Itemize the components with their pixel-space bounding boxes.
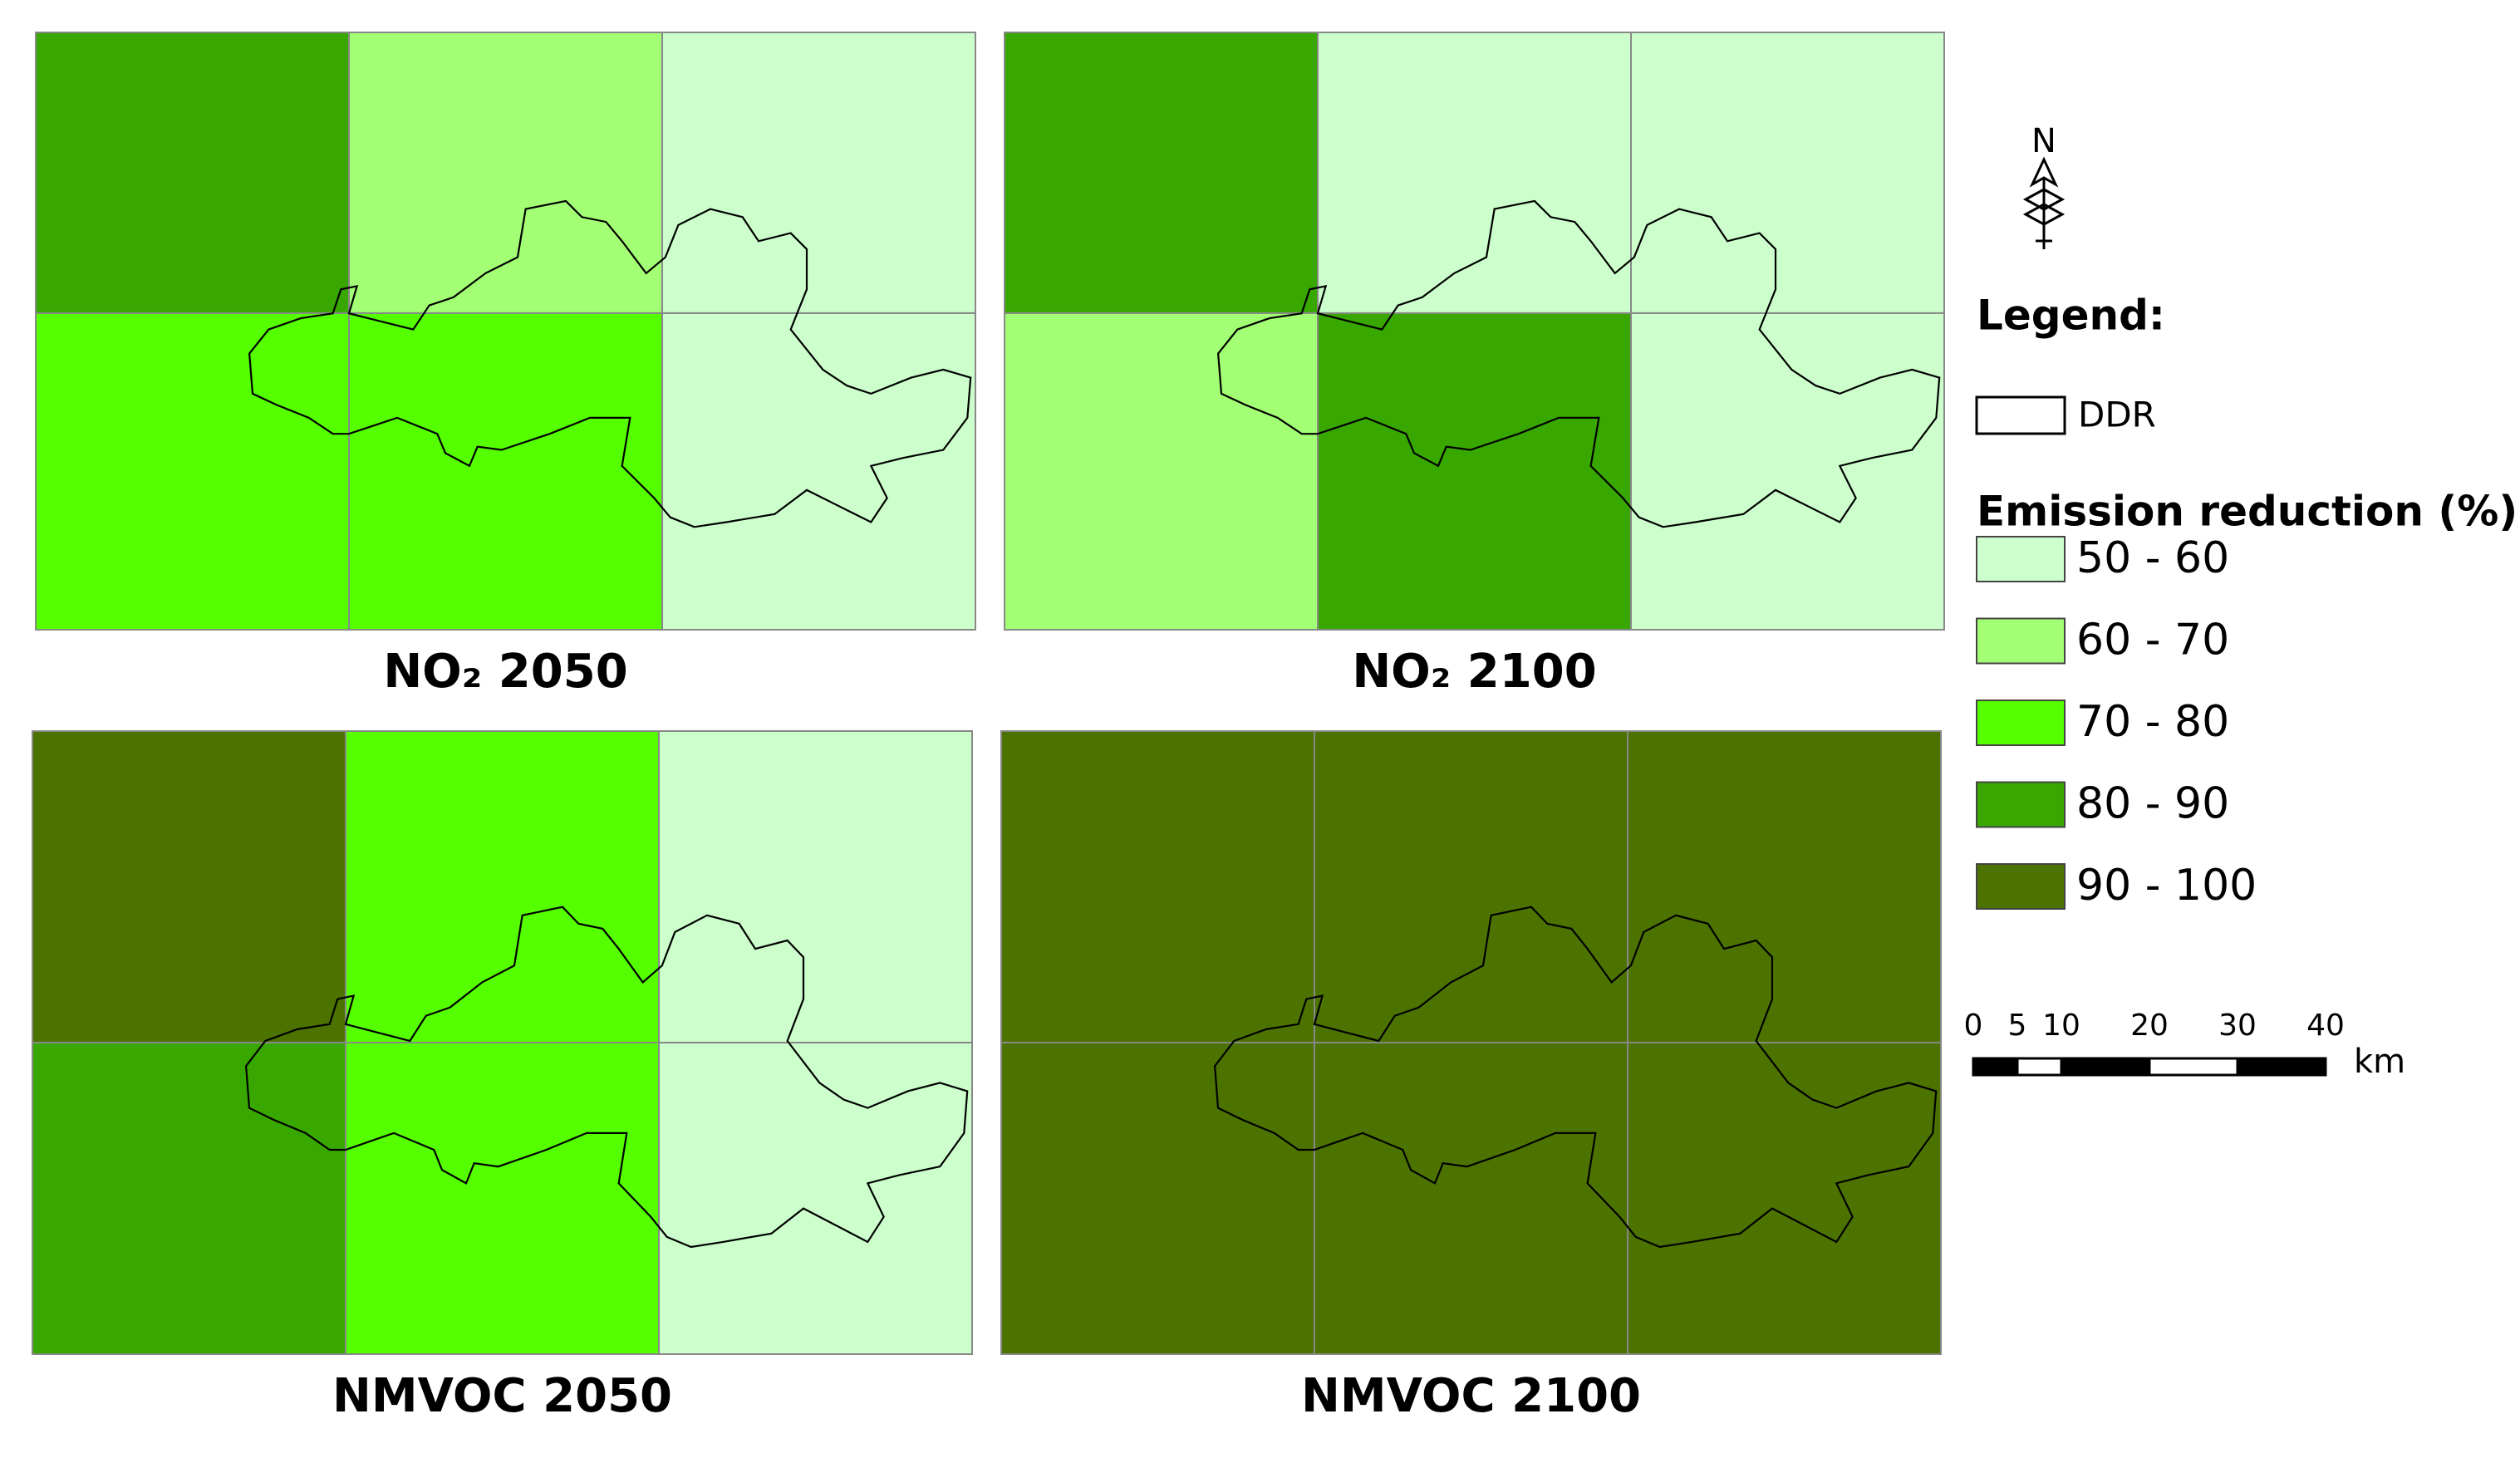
boundary-label: DDR bbox=[2078, 395, 2156, 435]
grid-cell bbox=[658, 730, 973, 1043]
class-swatch bbox=[1976, 617, 2066, 665]
grid-cell bbox=[32, 730, 346, 1043]
scale-tick-label: 5 bbox=[2008, 1009, 2027, 1043]
map-panel: NO₂ 2100 bbox=[1004, 32, 1945, 699]
grid-cell bbox=[1317, 32, 1632, 314]
grid-cell bbox=[1000, 730, 1315, 1043]
class-label: 70 - 80 bbox=[2076, 697, 2229, 747]
map-panel: NMVOC 2050 bbox=[32, 730, 973, 1423]
scale-tick-label: 40 bbox=[2306, 1009, 2345, 1043]
grid-cell bbox=[35, 312, 350, 631]
class-label: 60 - 70 bbox=[2076, 616, 2229, 665]
panel-title: NO₂ 2050 bbox=[383, 645, 627, 699]
grid-cell bbox=[1314, 730, 1628, 1043]
scale-unit: km bbox=[2354, 1043, 2405, 1081]
scale-segment bbox=[2236, 1057, 2327, 1077]
legend: N Legend: DDR Emission reduction (%) 50 … bbox=[1975, 122, 2518, 911]
class-swatch bbox=[1976, 863, 2066, 910]
class-label: 50 - 60 bbox=[2076, 533, 2229, 583]
grid-cell bbox=[1627, 1042, 1942, 1355]
grid-cell bbox=[345, 730, 660, 1043]
scale-bar: 0 5 10 20 30 40 km bbox=[1964, 1009, 2406, 1081]
class-label: 80 - 90 bbox=[2076, 779, 2229, 829]
scale-segment bbox=[2060, 1057, 2151, 1077]
scale-tick-label: 10 bbox=[2042, 1009, 2080, 1043]
boundary-swatch bbox=[1975, 395, 2066, 435]
grid-cell bbox=[658, 1042, 973, 1355]
grid-cell bbox=[32, 1042, 346, 1355]
grid-cell bbox=[1000, 1042, 1315, 1355]
north-arrow: N bbox=[2022, 122, 2066, 249]
north-arrow-icon bbox=[2022, 156, 2066, 249]
grid-cell bbox=[348, 312, 663, 631]
scale-segment bbox=[1972, 1057, 2019, 1077]
class-swatch bbox=[1976, 536, 2066, 582]
map-panel: NO₂ 2050 bbox=[35, 32, 976, 699]
scale-segment bbox=[2016, 1057, 2063, 1077]
map-panels: NO₂ 2050 NO₂ 2100 NMVOC 2050 NMVOC 2100 bbox=[32, 32, 1945, 1423]
grid-cell bbox=[348, 32, 663, 314]
grid-cell bbox=[1630, 312, 1945, 631]
grid-cell bbox=[661, 32, 976, 314]
grid-cell bbox=[661, 312, 976, 631]
map-panel: NMVOC 2100 bbox=[1000, 730, 1942, 1423]
panel-title: NO₂ 2100 bbox=[1352, 645, 1596, 699]
panel-title: NMVOC 2100 bbox=[1301, 1369, 1641, 1423]
grid-cell bbox=[1317, 312, 1632, 631]
north-label: N bbox=[2031, 122, 2056, 160]
scale-tick-label: 20 bbox=[2130, 1009, 2169, 1043]
panel-title: NMVOC 2050 bbox=[332, 1369, 672, 1423]
legend-title: Legend: bbox=[1977, 292, 2165, 340]
scale-tick-label: 30 bbox=[2218, 1009, 2257, 1043]
grid-cell bbox=[1630, 32, 1945, 314]
legend-heading: Emission reduction (%) bbox=[1977, 488, 2518, 536]
scale-tick-label: 0 bbox=[1964, 1009, 1983, 1043]
scale-segment bbox=[2148, 1057, 2239, 1077]
class-swatch bbox=[1976, 700, 2066, 746]
class-label: 90 - 100 bbox=[2076, 861, 2257, 911]
grid-cell bbox=[1004, 312, 1319, 631]
grid-cell bbox=[345, 1042, 660, 1355]
grid-cell bbox=[1004, 32, 1319, 314]
grid-cell bbox=[1627, 730, 1942, 1043]
class-swatch bbox=[1976, 781, 2066, 828]
grid-cell bbox=[35, 32, 350, 314]
grid-cell bbox=[1314, 1042, 1628, 1355]
